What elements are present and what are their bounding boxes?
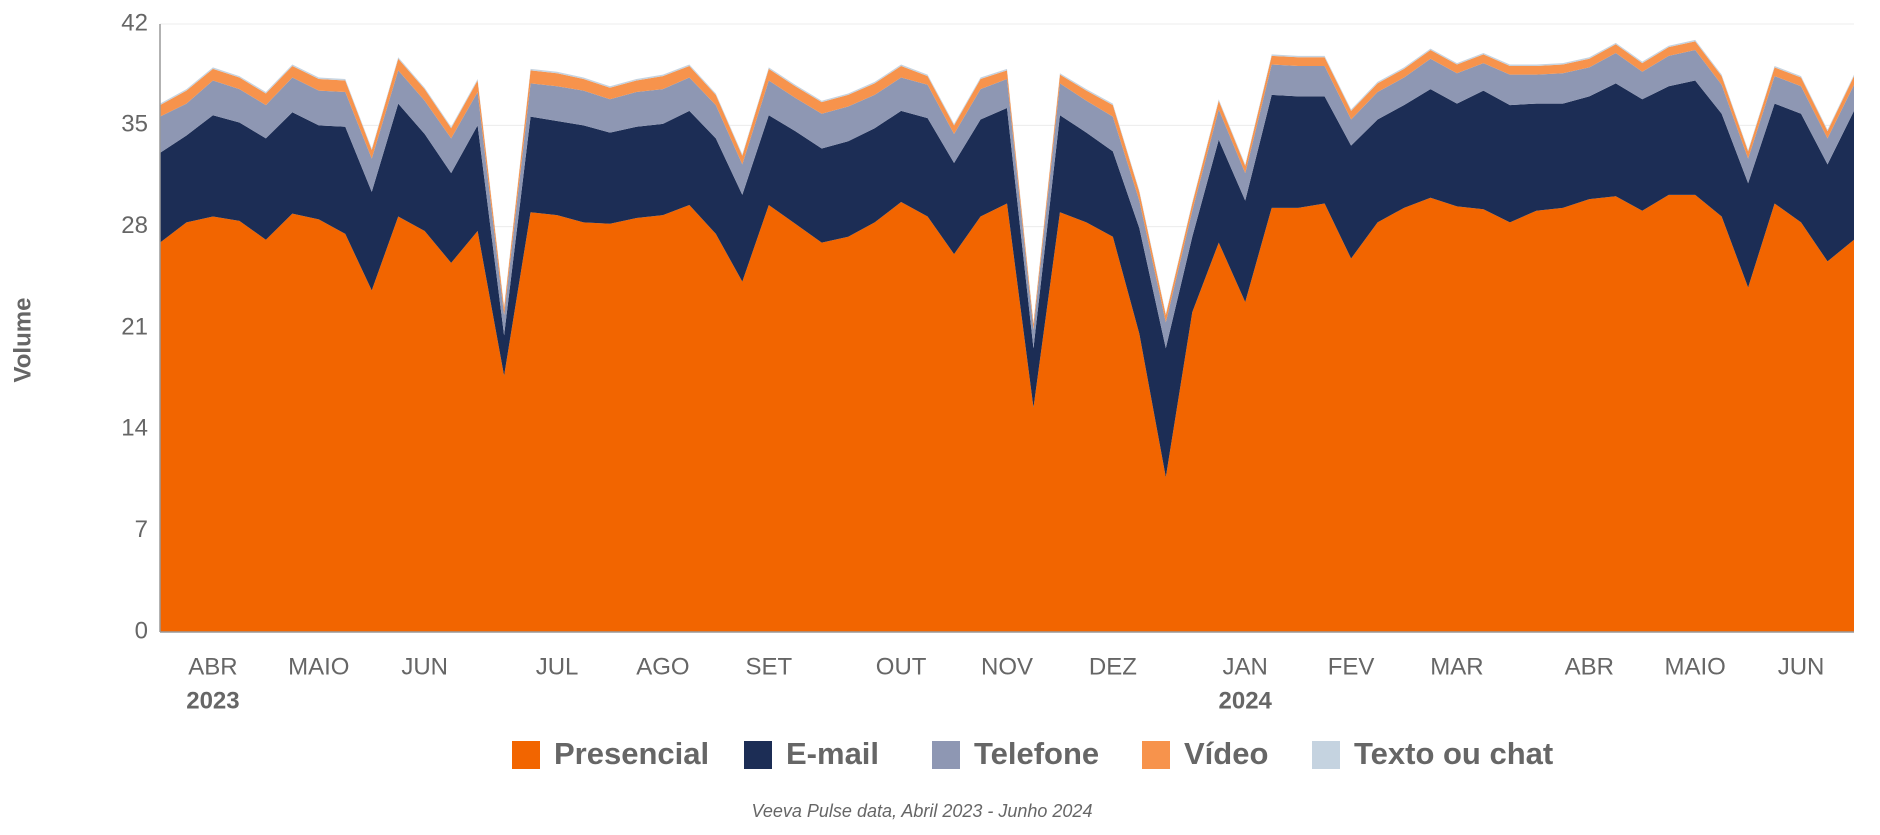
y-tick-label: 35: [121, 111, 148, 138]
y-tick-label: 0: [135, 617, 148, 644]
footnote: Veeva Pulse data, Abril 2023 - Junho 202…: [752, 801, 1093, 821]
area: [160, 80, 1854, 478]
x-tick-label: MAR: [1430, 653, 1483, 680]
legend-label: Telefone: [974, 736, 1099, 771]
x-tick-label: FEV: [1328, 653, 1375, 680]
legend-label: Vídeo: [1184, 736, 1268, 771]
x-tick-label: JAN: [1223, 653, 1268, 680]
legend-swatch: [932, 741, 960, 769]
y-tick-label: 42: [121, 9, 148, 36]
legend-label: Texto ou chat: [1354, 736, 1553, 771]
legend-swatch: [744, 741, 772, 769]
x-tick-label: SET: [745, 653, 792, 680]
x-year-label: 2024: [1219, 687, 1273, 714]
x-tick-label: AGO: [636, 653, 689, 680]
y-tick-label: 7: [135, 516, 148, 543]
y-tick-label: 14: [121, 415, 148, 442]
y-axis-title: Volume: [9, 298, 36, 383]
y-tick-label: 28: [121, 212, 148, 239]
x-year-label: 2023: [186, 687, 239, 714]
x-tick-label: DEZ: [1089, 653, 1137, 680]
x-tick-label: MAIO: [1665, 653, 1726, 680]
x-tick-label: JUL: [536, 653, 579, 680]
area: [160, 50, 1854, 349]
y-tick-label: 21: [121, 313, 148, 340]
x-tick-label: ABR: [188, 653, 237, 680]
legend-label: E-mail: [786, 736, 879, 771]
legend-swatch: [512, 741, 540, 769]
area: [160, 194, 1854, 633]
legend-swatch: [1142, 741, 1170, 769]
x-tick-label: NOV: [981, 653, 1033, 680]
x-tick-label: OUT: [876, 653, 927, 680]
legend-swatch: [1312, 741, 1340, 769]
x-tick-label: JUN: [401, 653, 448, 680]
legend-label: Presencial: [554, 736, 709, 771]
x-tick-label: MAIO: [288, 653, 349, 680]
x-tick-label: JUN: [1778, 653, 1825, 680]
x-tick-label: ABR: [1565, 653, 1614, 680]
